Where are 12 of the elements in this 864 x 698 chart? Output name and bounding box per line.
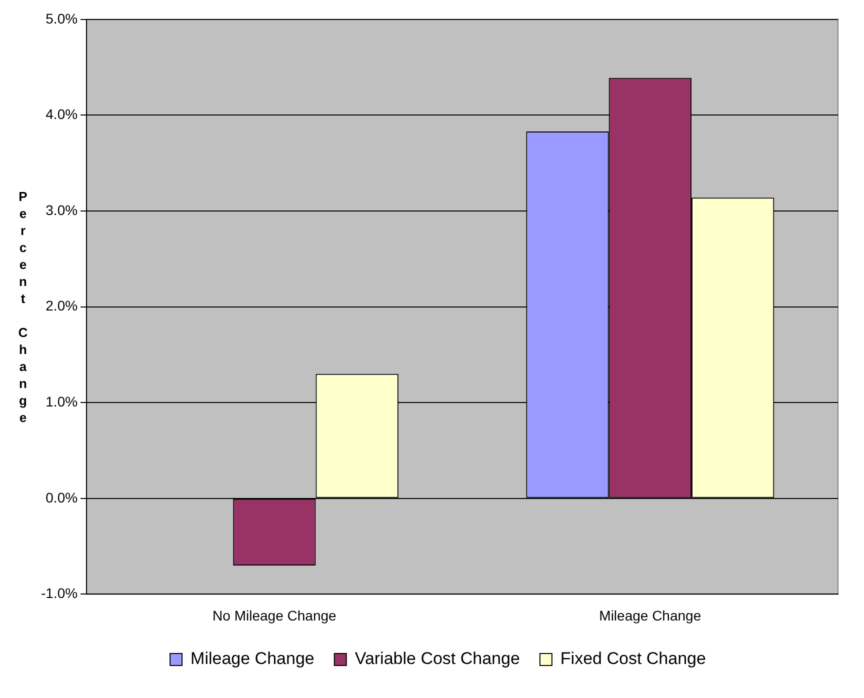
y-tick-label: -1.0% bbox=[40, 585, 78, 602]
legend-label: Mileage Change bbox=[190, 649, 314, 668]
y-tick-label: 5.0% bbox=[46, 10, 78, 26]
legend-label: Variable Cost Change bbox=[354, 649, 520, 668]
x-tick-label: No Mileage Change bbox=[212, 607, 337, 624]
y-tick-label: 1.0% bbox=[46, 393, 78, 410]
y-tick-label: 0.0% bbox=[46, 489, 78, 506]
y-tick-label: 2.0% bbox=[46, 298, 78, 314]
y-tick-label: 4.0% bbox=[46, 106, 78, 122]
legend-label: Fixed Cost Change bbox=[560, 649, 706, 668]
y-tick-label: 3.0% bbox=[46, 202, 78, 218]
y-axis-title: Percent Change bbox=[16, 189, 30, 427]
